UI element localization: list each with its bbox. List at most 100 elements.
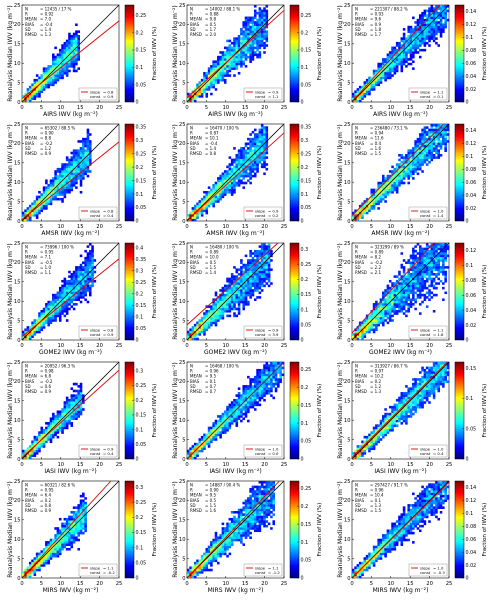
heatmap-cell [49, 81, 53, 84]
heatmap-cell [263, 247, 266, 251]
heatmap-cell [277, 380, 280, 384]
heatmap-cell [28, 216, 32, 219]
heatmap-cell [233, 165, 236, 169]
stat-value: = 9.8 [205, 17, 216, 22]
heatmap-cell [58, 305, 62, 308]
heatmap-cell [365, 316, 369, 320]
heatmap-cell [377, 314, 380, 318]
stat-value: = 0.4 [370, 141, 381, 146]
heatmap-cell [253, 128, 257, 132]
colorbar-tick-label: 0.3 [136, 138, 144, 144]
heatmap-cell [210, 65, 213, 68]
heatmap-cell [233, 67, 236, 70]
heatmap-cell [386, 76, 390, 80]
heatmap-cell [416, 51, 420, 54]
heatmap-cell [49, 202, 53, 206]
heatmap-cell [42, 85, 46, 89]
heatmap-cell [260, 378, 264, 381]
heatmap-cell [418, 18, 422, 22]
heatmap-cell [45, 71, 48, 75]
heatmap-cell [253, 165, 257, 169]
heatmap-cell [407, 181, 410, 185]
heatmap-cell [226, 165, 229, 169]
heatmap-cell [75, 266, 78, 269]
heatmap-cell [61, 48, 64, 52]
heatmap-cell [52, 76, 55, 80]
heatmap-cell [409, 174, 413, 178]
colorbar-tick-label: 0.02 [466, 87, 477, 93]
x-tick-label: 15 [242, 105, 249, 111]
heatmap-cell [31, 211, 34, 215]
heatmap-cell [391, 62, 394, 66]
heatmap-cell [430, 243, 434, 246]
heatmap-cell [251, 156, 255, 159]
heatmap-cell [247, 35, 250, 38]
heatmap-cell [247, 55, 250, 59]
heatmap-cell [386, 309, 390, 313]
heatmap-cell [361, 326, 364, 329]
heatmap-cell [242, 46, 245, 50]
heatmap-cell [439, 254, 443, 258]
heatmap-cell [368, 314, 371, 318]
heatmap-cell [446, 247, 450, 251]
heatmap-cell [219, 312, 222, 315]
stat-key: MEAN [190, 136, 202, 141]
heatmap-cell [58, 296, 62, 299]
heatmap-cell [88, 140, 92, 143]
heatmap-cell [75, 32, 78, 36]
heatmap-cell [372, 88, 376, 91]
heatmap-cell [242, 405, 245, 409]
heatmap-cell [372, 207, 376, 210]
legend-box [78, 325, 118, 339]
heatmap-cell [61, 188, 64, 192]
heatmap-cell [72, 279, 76, 283]
heatmap-cell [402, 298, 406, 301]
heatmap-cell [49, 78, 53, 82]
heatmap-cell [263, 256, 266, 260]
stat-key: R [25, 250, 28, 255]
heatmap-cell [435, 293, 438, 297]
heatmap-cell [200, 90, 204, 94]
heatmap-cell [226, 184, 229, 187]
heatmap-cell [412, 249, 415, 253]
stat-key: N [355, 245, 358, 250]
heatmap-cell [228, 65, 232, 68]
heatmap-cell [418, 55, 422, 59]
heatmap-cell [70, 273, 74, 276]
heatmap-cell [421, 266, 424, 269]
heatmap-cell [198, 92, 202, 96]
heatmap-cell [68, 284, 71, 288]
heatmap-cell [363, 81, 367, 84]
heatmap-cell [258, 282, 262, 285]
heatmap-cell [414, 21, 417, 24]
stat-value: = 1.1 [40, 270, 51, 275]
x-tick-label: 20 [96, 224, 103, 230]
heatmap-cell [214, 438, 218, 441]
heatmap-cell [386, 314, 390, 318]
heatmap-cell [91, 259, 94, 262]
heatmap-cell [437, 23, 441, 27]
heatmap-cell [361, 335, 364, 338]
heatmap-cell [251, 140, 255, 143]
heatmap-cell [414, 291, 417, 295]
heatmap-cell [260, 21, 264, 24]
heatmap-cell [79, 410, 83, 414]
heatmap-cell [70, 387, 74, 390]
heatmap-cell [439, 243, 443, 246]
heatmap-cell [247, 375, 250, 379]
heatmap-cell [58, 55, 62, 59]
heatmap-cell [82, 140, 85, 143]
x-tick-label: 0 [350, 224, 353, 230]
heatmap-cell [265, 392, 269, 395]
heatmap-cell [52, 435, 55, 439]
heatmap-cell [233, 188, 236, 192]
heatmap-cell [253, 37, 257, 40]
stat-key: MEAN [25, 17, 37, 22]
heatmap-cell [432, 133, 436, 136]
stat-value: = 1.6 [370, 146, 381, 151]
heatmap-cell [260, 147, 264, 150]
heatmap-cell [196, 92, 199, 96]
heatmap-cell [47, 67, 50, 70]
heatmap-cell [223, 309, 227, 313]
